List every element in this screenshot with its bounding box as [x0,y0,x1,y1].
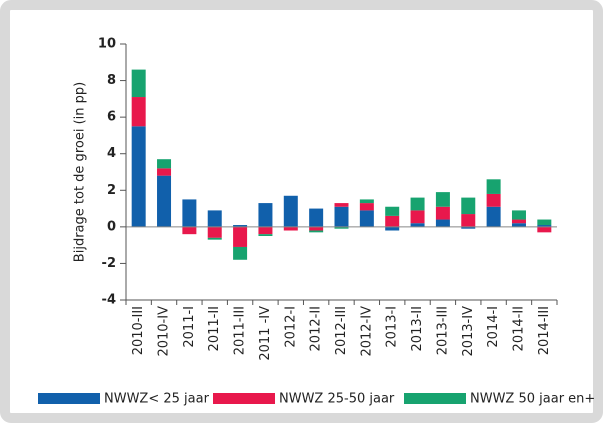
bar-segment [334,206,349,227]
y-tick-label: 8 [107,73,116,88]
bar-segment [435,192,450,207]
bar-segment [157,175,172,227]
bar-segment [233,226,248,247]
bar-segment [537,225,552,227]
bar-segment [182,199,197,227]
x-tick-label: 2012-I [283,306,298,348]
x-tick-label: 2012-III [334,306,349,355]
y-tick-label: 6 [107,110,116,125]
bar-segment [131,126,146,227]
legend-label: NWWZ< 25 jaar [104,392,210,407]
bar-segment [309,226,324,231]
bar-segment [410,210,425,224]
bar-segment [537,226,552,233]
x-tick-label: 2014-II [511,306,526,351]
bar-segment [359,203,374,211]
bar-segment [207,226,222,238]
bar-segment [258,226,273,235]
bar-segment [461,226,476,229]
bar-segment [157,168,172,176]
x-tick-label: 2013-II [410,306,425,351]
bar-segment [182,226,197,235]
bar-segment [207,210,222,227]
y-tick-label: -2 [102,256,116,271]
bar-segment [385,206,400,216]
bar-segment [131,69,146,98]
bar-segment [309,230,324,233]
bar-segment [511,210,526,220]
bar-segment [486,206,501,227]
bar-segment [334,203,349,207]
legend-label: NWWZ 50 jaar en+ [470,392,595,407]
bar-segment [410,223,425,227]
bar-segment [511,223,526,227]
bar-segment [283,195,298,227]
bar-segment [435,219,450,227]
bar-segment [435,206,450,220]
y-tick-label: 4 [107,146,116,161]
bar-segment [537,219,552,226]
legend-swatch [404,393,466,404]
bar-segment [309,208,324,227]
y-tick-label: 2 [107,183,116,198]
x-tick-label: 2014-I [486,306,501,348]
x-tick-label: 2011-I [182,306,197,348]
bar-segment [258,203,273,227]
x-tick-label: 2013-IV [461,306,476,357]
bar-segment [233,225,248,227]
y-axis-label: Bijdrage tot de groei (in pp) [73,82,88,262]
x-tick-label: 2011-II [207,306,222,351]
x-tick-label: 2011 -IV [258,306,273,361]
bar-segment [359,199,374,204]
bar-segment [461,197,476,215]
y-tick-label: -4 [102,293,116,308]
x-tick-label: 2012-II [309,306,324,351]
bar-segment [486,179,501,194]
bar-segment [359,210,374,227]
legend-label: NWWZ 25-50 jaar [279,392,395,407]
y-tick-label: 10 [98,37,116,52]
bar-segment [461,214,476,227]
bar-segment [385,226,400,231]
bar-segment [511,219,526,224]
x-tick-label: 2010-III [131,306,146,355]
bar-segment [258,234,273,236]
x-tick-label: 2014-III [537,306,552,355]
bar-segment [334,226,349,229]
x-tick-label: 2013-I [385,306,400,348]
bar-segment [207,237,222,240]
bar-segment [233,246,248,260]
bar-segment [410,197,425,211]
bar-segment [131,97,146,127]
x-tick-label: 2011-III [233,306,248,355]
bar-segment [486,193,501,207]
legend-swatch [38,393,100,404]
bar-segment [157,159,172,169]
x-tick-label: 2013-III [435,306,450,355]
y-tick-label: 0 [107,219,116,234]
bar-segment [385,215,400,227]
x-tick-label: 2010-IV [157,306,172,357]
legend-swatch [213,393,275,404]
x-tick-label: 2012-IV [359,306,374,357]
bar-segment [283,226,298,231]
